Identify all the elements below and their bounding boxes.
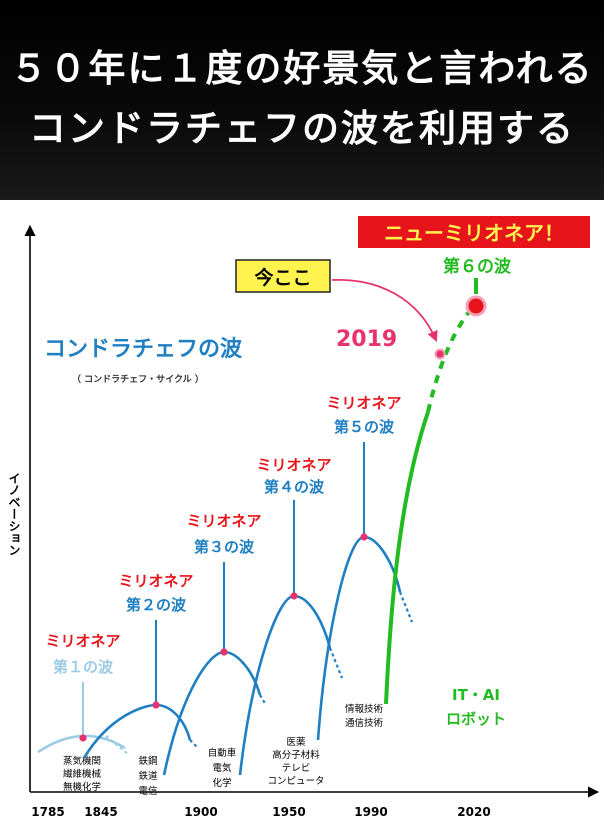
now-year-label: 2019 — [336, 327, 397, 352]
wave-4-curve — [238, 594, 332, 776]
wave-4-peak-dot — [290, 592, 298, 600]
y-axis-label: イノベーション — [7, 472, 21, 556]
now-2019-dot — [434, 348, 446, 360]
wave-5-industry: 情報技術 — [345, 703, 384, 715]
wave-5-decline — [398, 591, 414, 623]
wave-5-badge: ミリオネア — [326, 394, 401, 412]
wave-5-peak-dot — [360, 533, 368, 541]
wave-2-decline — [189, 739, 199, 749]
wave-1-industry: 繊維機械 — [63, 768, 102, 780]
wave-4-industry: 医薬 — [286, 736, 306, 748]
wave-6-label: 第６の波 — [443, 256, 512, 277]
headline-line-1: ５０年に１度の好景気と言われる — [10, 46, 594, 90]
x-tick-label: 1950 — [272, 805, 305, 819]
wave-3-peak-dot — [220, 648, 228, 656]
wave-1-badge: ミリオネア — [45, 632, 120, 650]
wave-4-badge: ミリオネア — [256, 456, 331, 474]
wave-5-curve — [316, 535, 402, 741]
now-callout — [235, 259, 331, 293]
x-tick-label: 1990 — [354, 805, 387, 819]
wave-5-industry: 通信技術 — [345, 717, 384, 729]
wave-3-curve — [162, 650, 262, 776]
wave-2-label: 第２の波 — [126, 596, 187, 614]
wave-5-label: 第５の波 — [334, 418, 395, 436]
wave-4-industry: コンピュータ — [267, 776, 324, 787]
header-banner: ５０年に１度の好景気と言われる コンドラチェフの波を利用する — [0, 0, 604, 200]
wave-2-badge: ミリオネア — [118, 572, 193, 590]
wave-6-industry-1: IT・AI — [452, 686, 500, 704]
wave-3-industry: 化学 — [212, 777, 231, 789]
wave-1-label: 第１の波 — [53, 658, 114, 676]
wave-4-decline — [328, 647, 344, 679]
x-tick-label: 2020 — [457, 805, 490, 819]
wave-2-peak-dot — [152, 701, 160, 709]
wave-6-solid — [384, 411, 430, 705]
headline-line-2: コンドラチェフの波を利用する — [29, 106, 575, 150]
kondratiev-chart: イノベーション コンドラチェフの波 （ コンドラチェフ・サイクル ） 1785 1… — [7, 216, 600, 819]
now-arrow — [331, 279, 438, 342]
wave-6-industry-2: ロボット — [446, 710, 506, 728]
wave-6-dashed — [426, 304, 476, 413]
chart-title: コンドラチェフの波 — [44, 337, 243, 362]
x-tick-label: 1845 — [84, 805, 117, 819]
wave-2-industry: 鉄道 — [138, 770, 158, 782]
wave-3-industry: 自動車 — [208, 747, 237, 759]
new-millionaire-label: ニューミリオネア！ — [384, 221, 564, 245]
wave-3-industry: 電気 — [212, 762, 232, 774]
wave-4-label: 第４の波 — [264, 478, 325, 496]
wave-3-badge: ミリオネア — [186, 512, 261, 530]
wave-3-label: 第３の波 — [194, 538, 255, 556]
new-millionaire-badge — [358, 216, 590, 248]
wave-6-target-dot — [465, 295, 487, 317]
wave-4-industry: 高分子材料 — [272, 749, 320, 761]
x-tick-label: 1900 — [184, 805, 217, 819]
wave-2-industry: 電信 — [138, 785, 157, 797]
wave-3-decline — [259, 694, 267, 706]
wave-4-industry: テレビ — [282, 763, 311, 774]
wave-1-decline — [105, 735, 129, 755]
now-callout-label: 今ここ — [253, 266, 311, 289]
chart-subtitle: （ コンドラチェフ・サイクル ） — [72, 374, 204, 385]
x-tick-label: 1785 — [31, 805, 64, 819]
wave-1-peak-dot — [79, 734, 87, 742]
wave-2-industry: 鉄鋼 — [138, 755, 157, 767]
wave-1-industry: 無機化学 — [63, 781, 101, 793]
wave-1-industry: 蒸気機関 — [63, 755, 101, 767]
